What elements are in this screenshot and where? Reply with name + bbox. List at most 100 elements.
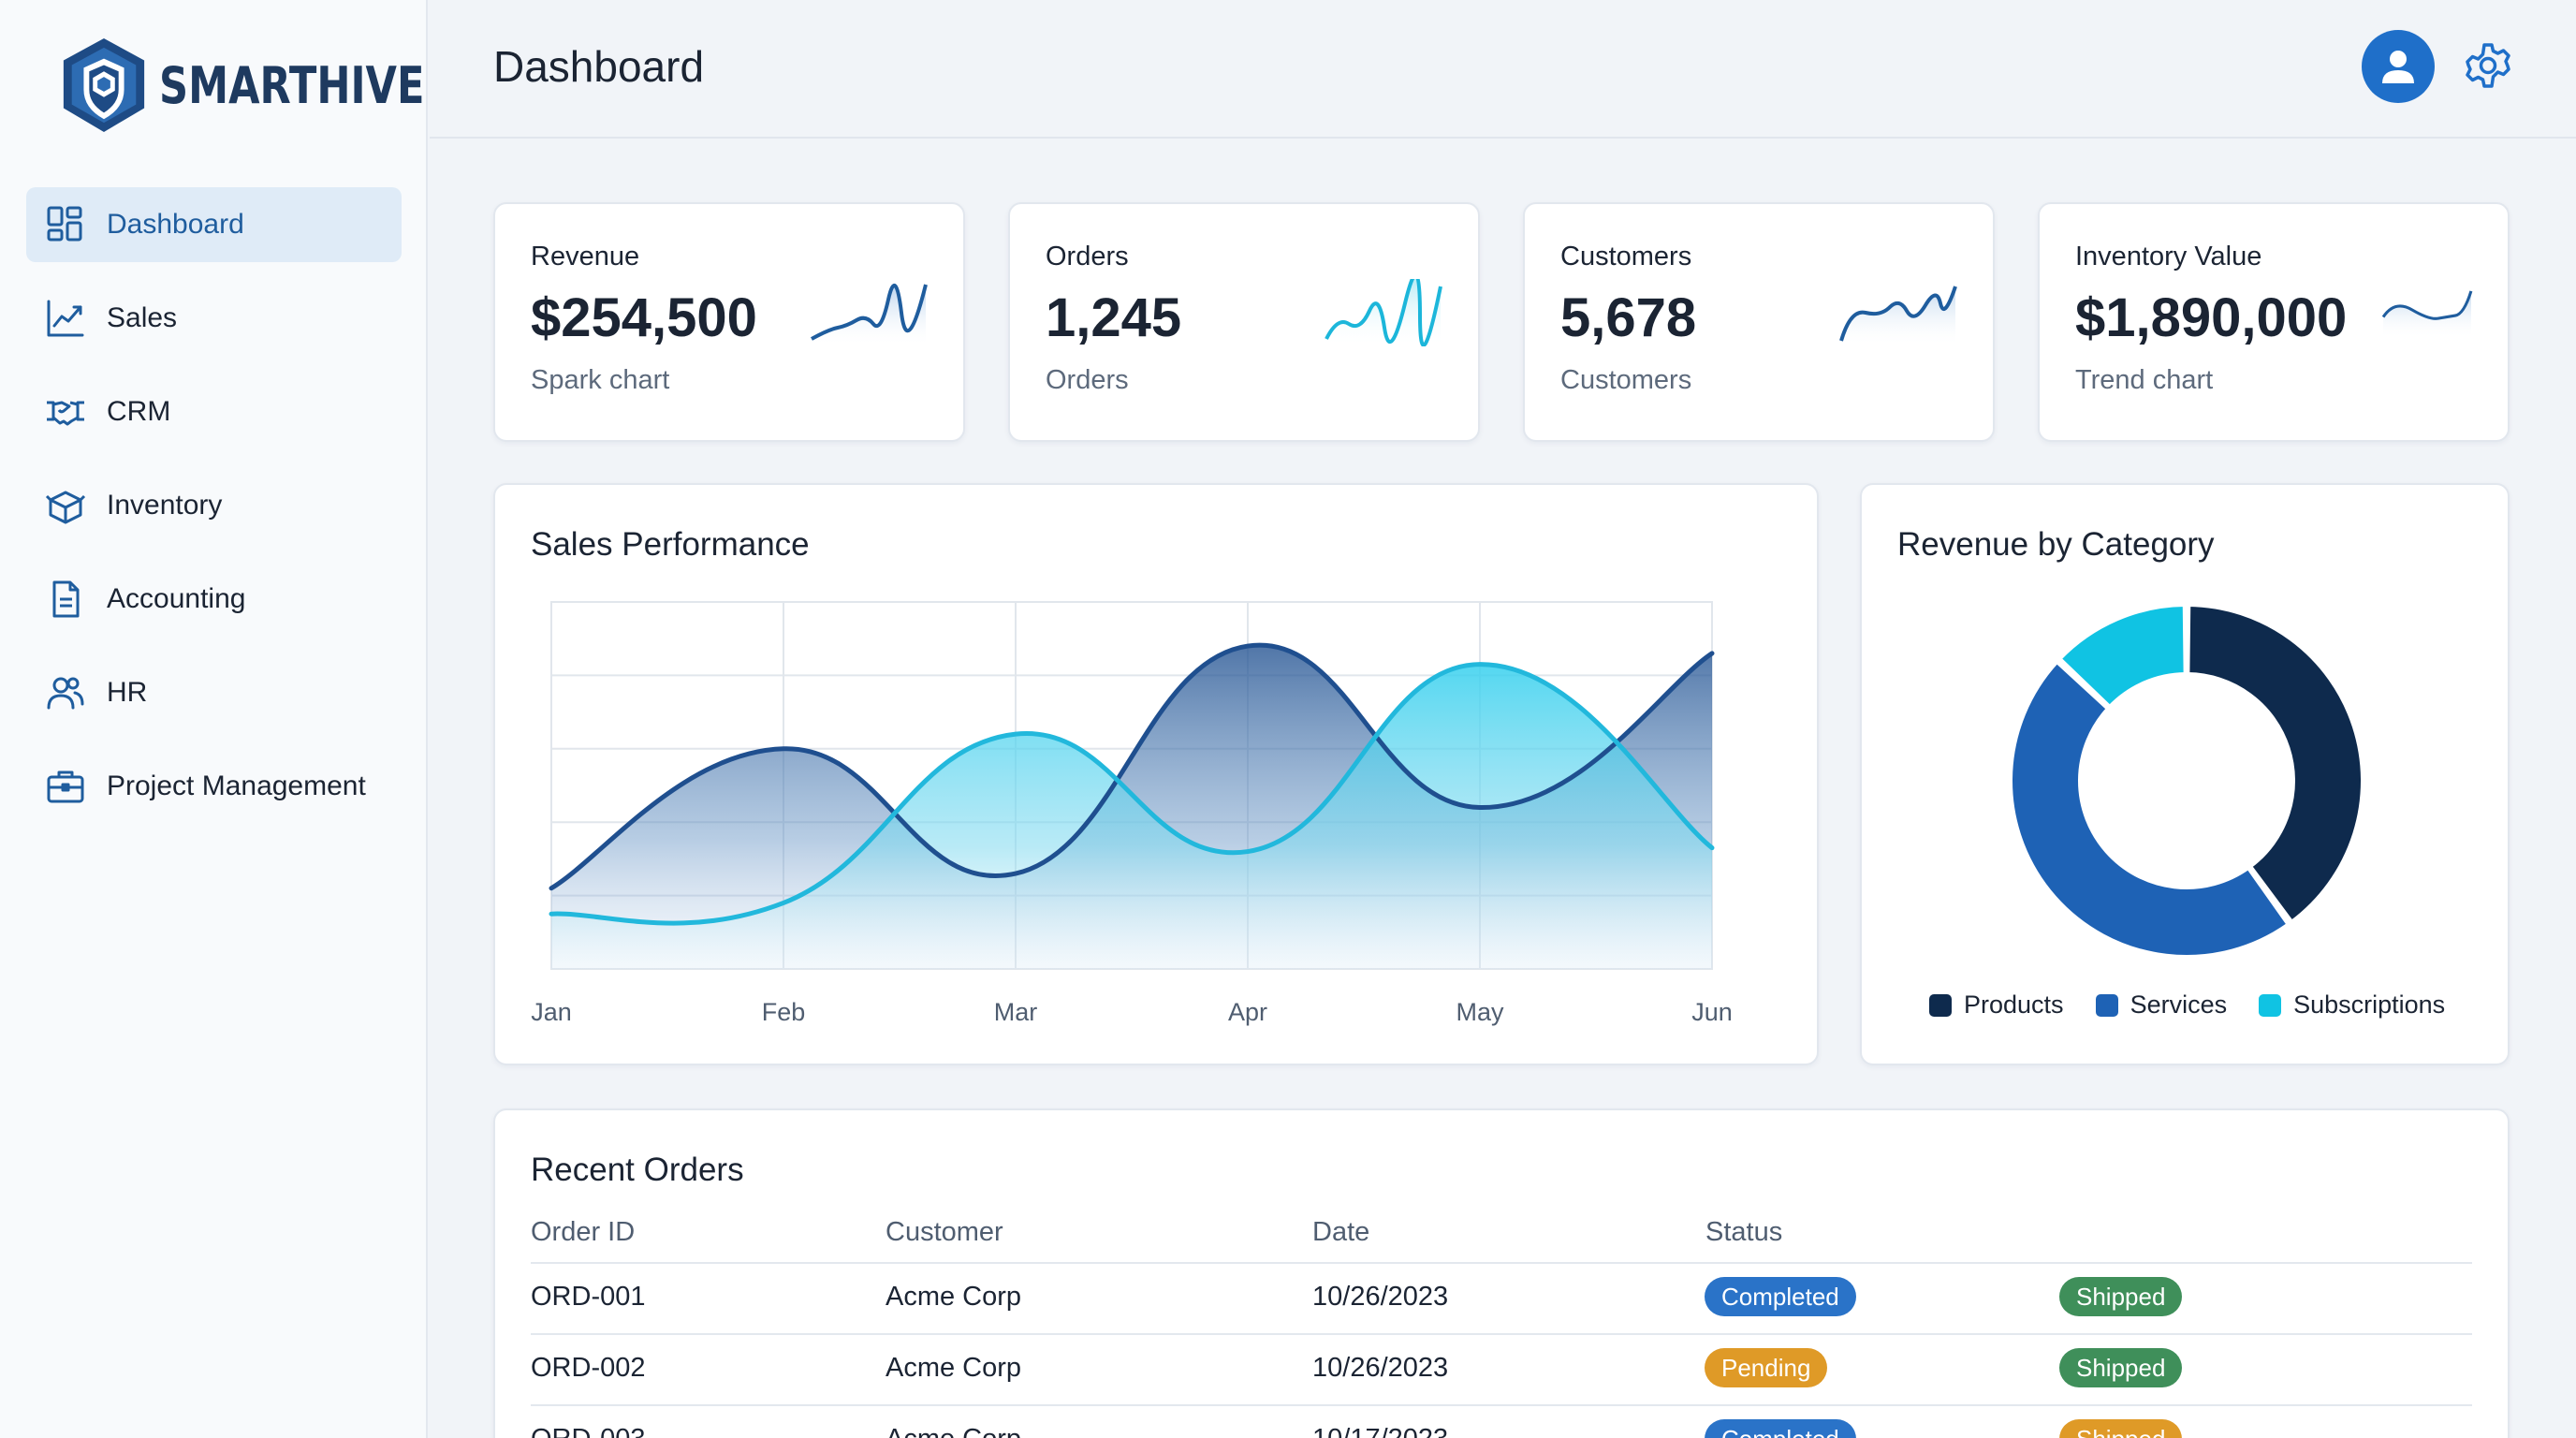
inventory-sparkline: [2381, 290, 2473, 339]
x-tick-label: Mar: [994, 998, 1038, 1026]
series-area-secondary: [551, 664, 1712, 969]
stat-card-inventory-value[interactable]: Inventory Value $1,890,000 Trend chart: [2038, 202, 2510, 442]
sidebar-item-dashboard[interactable]: Dashboard: [26, 187, 402, 262]
order-date: 10/26/2023: [1312, 1353, 1449, 1383]
stat-sub: Spark chart: [531, 365, 670, 395]
status-badge: Pending: [1705, 1348, 1828, 1387]
stat-label: Customers: [1560, 242, 1692, 271]
sidebar-item-crm[interactable]: CRM: [26, 374, 402, 449]
revenue-donut-chart: [2009, 602, 2364, 959]
column-header-order-id[interactable]: Order ID: [531, 1217, 636, 1247]
sidebar-item-label: Dashboard: [107, 209, 244, 240]
order-id: ORD-002: [531, 1353, 646, 1383]
sidebar: SMARTHIVE Dashboard Sales: [0, 0, 428, 1438]
sidebar-item-sales[interactable]: Sales: [26, 281, 402, 356]
box-icon: [45, 485, 86, 526]
shipping-badge: Shipped: [2059, 1277, 2183, 1316]
page-title: Dashboard: [493, 42, 705, 91]
users-icon: [45, 672, 86, 713]
table-title: Recent Orders: [531, 1152, 744, 1188]
sidebar-nav: Dashboard Sales CRM: [26, 187, 402, 843]
revenue-sparkline: [811, 283, 928, 346]
x-tick-label: Apr: [1228, 998, 1267, 1026]
recent-orders-card: Recent Orders Order ID Customer Date Sta…: [493, 1108, 2510, 1438]
x-tick-label: Feb: [762, 998, 806, 1026]
order-date: 10/26/2023: [1312, 1282, 1449, 1312]
series-line-secondary: [549, 662, 1715, 926]
dashboard-icon: [45, 204, 86, 245]
x-tick-label: May: [1456, 998, 1504, 1026]
sales-performance-chart: Jan Feb Mar Apr May Jun: [531, 601, 1733, 1026]
legend-label: Products: [1964, 990, 2064, 1019]
stat-sub: Trend chart: [2075, 365, 2214, 395]
status-badge: Completed: [1705, 1419, 1856, 1438]
stat-label: Orders: [1046, 242, 1129, 271]
shipping-badge: Shipped: [2059, 1419, 2183, 1438]
revenue-by-category-card: Revenue by Category Products Services Su…: [1860, 483, 2510, 1065]
stat-sub: Orders: [1046, 365, 1129, 395]
sidebar-item-label: Project Management: [107, 770, 366, 801]
trend-chart-icon: [45, 298, 86, 339]
table-divider: [531, 1333, 2472, 1335]
sidebar-item-label: CRM: [107, 396, 171, 427]
legend-item-services: Services: [2095, 990, 2228, 1020]
order-customer: Acme Corp: [886, 1353, 1022, 1383]
donut-slice-services: [2009, 659, 2291, 959]
brand-name: SMARTHIVE: [159, 55, 425, 115]
order-date: 10/17/2023: [1312, 1424, 1448, 1438]
sidebar-item-hr[interactable]: HR: [26, 655, 402, 730]
legend-label: Subscriptions: [2293, 990, 2446, 1019]
gear-icon[interactable]: [2464, 41, 2512, 90]
status-badge: Completed: [1705, 1277, 1856, 1316]
stat-sub: Customers: [1560, 365, 1692, 395]
donut-slice-products: [2186, 602, 2364, 925]
legend-label: Services: [2130, 990, 2228, 1019]
column-header-customer[interactable]: Customer: [886, 1217, 1003, 1247]
briefcase-icon: [45, 766, 86, 807]
stat-card-revenue[interactable]: Revenue $254,500 Spark chart: [493, 202, 965, 442]
sidebar-item-label: Accounting: [107, 583, 246, 614]
order-customer: Acme Corp: [886, 1424, 1021, 1438]
user-avatar-button[interactable]: [2362, 30, 2435, 103]
sidebar-item-label: Sales: [107, 302, 178, 333]
donut-slice-subscriptions: [2056, 602, 2188, 710]
user-icon: [2382, 51, 2414, 83]
stat-value: $1,890,000: [2075, 287, 2348, 348]
customers-sparkline: [1839, 286, 1957, 346]
handshake-icon: [45, 391, 86, 433]
legend-item-subscriptions: Subscriptions: [2259, 990, 2445, 1020]
hive-logo-icon: [63, 38, 145, 132]
shipping-badge: Shipped: [2059, 1348, 2183, 1387]
sidebar-item-project-management[interactable]: Project Management: [26, 749, 402, 824]
table-divider: [531, 1262, 2472, 1264]
legend-swatch: [2259, 993, 2282, 1017]
card-title: Revenue by Category: [1897, 526, 2215, 563]
sales-performance-card: Sales Performance Jan Feb Mar Apr May Jun: [493, 483, 1819, 1065]
stat-label: Revenue: [531, 242, 640, 271]
card-title: Sales Performance: [531, 526, 810, 563]
stat-card-customers[interactable]: Customers 5,678 Customers: [1523, 202, 1995, 442]
stat-value: $254,500: [531, 287, 757, 348]
order-id: ORD-003: [531, 1424, 646, 1438]
order-id: ORD-001: [531, 1282, 646, 1312]
sidebar-item-label: Inventory: [107, 490, 223, 521]
series-line-primary: [549, 642, 1715, 891]
column-header-date[interactable]: Date: [1312, 1217, 1370, 1247]
stat-value: 5,678: [1560, 287, 1697, 348]
legend-swatch: [1929, 993, 1952, 1017]
x-tick-label: Jan: [531, 998, 572, 1026]
sidebar-item-inventory[interactable]: Inventory: [26, 468, 402, 543]
x-tick-label: Jun: [1691, 998, 1733, 1026]
stat-value: 1,245: [1046, 287, 1182, 348]
donut-legend: Products Services Subscriptions: [1929, 990, 2477, 1020]
legend-item-products: Products: [1929, 990, 2064, 1020]
sidebar-item-accounting[interactable]: Accounting: [26, 562, 402, 637]
stat-card-orders[interactable]: Orders 1,245 Orders: [1008, 202, 1480, 442]
column-header-status[interactable]: Status: [1705, 1217, 1783, 1247]
brand-logo[interactable]: SMARTHIVE: [58, 34, 490, 137]
sidebar-item-label: HR: [107, 677, 148, 708]
order-customer: Acme Corp: [886, 1282, 1022, 1312]
legend-swatch: [2095, 993, 2118, 1017]
document-icon: [45, 579, 86, 620]
